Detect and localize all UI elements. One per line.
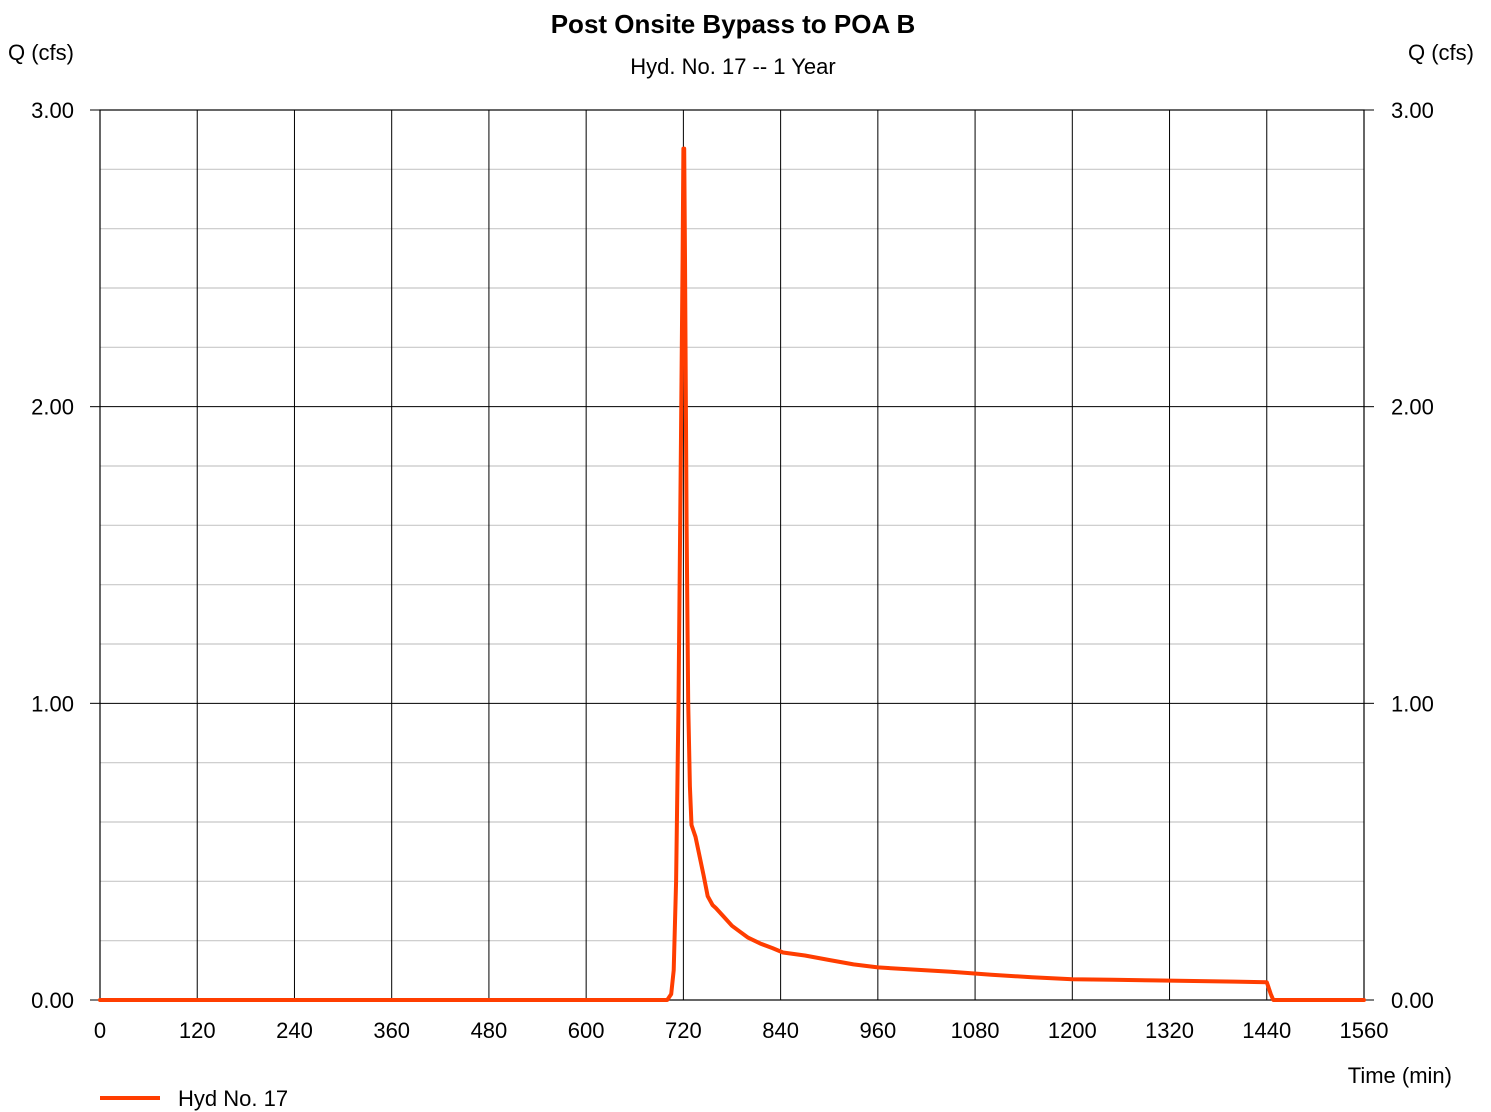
y-tick-label-left: 3.00 [31,98,74,123]
y-tick-labels-right: 0.00 1.00 2.00 3.00 [1391,98,1434,1013]
x-tick-label: 960 [859,1018,896,1043]
y-tick-label-right: 0.00 [1391,988,1434,1013]
x-tick-label: 0 [94,1018,106,1043]
y-tick-label-right: 3.00 [1391,98,1434,123]
x-tick-label: 1560 [1340,1018,1389,1043]
x-axis-label: Time (min) [1348,1063,1452,1088]
grid [90,109,1374,1001]
x-tick-label: 1200 [1048,1018,1097,1043]
legend-label: Hyd No. 17 [178,1086,288,1111]
chart-subtitle: Hyd. No. 17 -- 1 Year [630,54,835,79]
y-tick-label-left: 2.00 [31,395,74,420]
y-tick-label-left: 1.00 [31,691,74,716]
series-layer [98,146,1366,1002]
x-tick-label: 1080 [951,1018,1000,1043]
legend: Hyd No. 17 [100,1086,288,1111]
series-line-hyd-17 [98,146,1366,1002]
x-tick-label: 840 [762,1018,799,1043]
y-tick-label-right: 1.00 [1391,691,1434,716]
x-tick-label: 1440 [1242,1018,1291,1043]
y-tick-labels-left: 0.00 1.00 2.00 3.00 [31,98,74,1013]
y-axis-label-right: Q (cfs) [1408,40,1474,65]
y-axis-label-left: Q (cfs) [8,40,74,65]
x-tick-label: 360 [373,1018,410,1043]
plot-frame [99,109,1365,1001]
x-tick-label: 1320 [1145,1018,1194,1043]
chart-title: Post Onsite Bypass to POA B [551,9,916,39]
x-tick-label: 600 [568,1018,605,1043]
x-tick-label: 720 [665,1018,702,1043]
x-tick-label: 480 [471,1018,508,1043]
y-tick-label-right: 2.00 [1391,395,1434,420]
y-tick-label-left: 0.00 [31,988,74,1013]
x-tick-label: 240 [276,1018,313,1043]
x-tick-labels: 0 120 240 360 480 600 720 840 960 1080 1200 1320 144… [94,1018,1389,1043]
x-tick-label: 120 [179,1018,216,1043]
